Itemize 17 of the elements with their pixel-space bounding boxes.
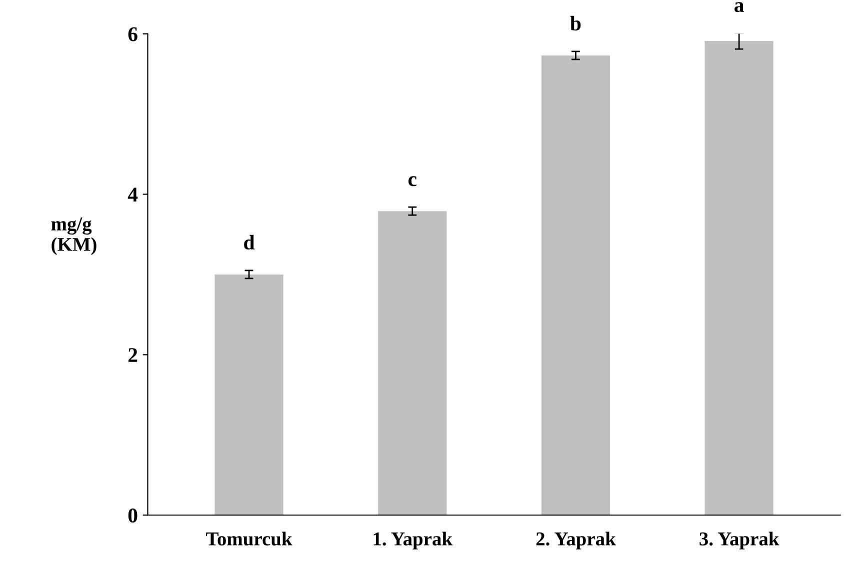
text: b [570, 16, 581, 31]
annotation: c [408, 176, 416, 186]
y-axis-title: mg/g (KM) [51, 218, 96, 255]
x-tick-label: 2. Yaprak [536, 532, 616, 550]
annotation: d [244, 234, 255, 250]
y-tick-label: 4 [128, 188, 138, 202]
bar [704, 41, 774, 516]
bar [378, 211, 447, 516]
x-tick-label: 1. Yaprak [374, 532, 452, 550]
x-tick-label: 3. Yaprak [700, 532, 780, 550]
y-tick-label: 2 [128, 348, 138, 362]
x-tick-label: Tomurcuk [206, 532, 292, 546]
bar [541, 55, 610, 516]
y-tick-label: 6 [128, 27, 138, 42]
bar [214, 274, 284, 516]
y-tick-label: 0 [128, 508, 138, 523]
text: a [734, 2, 744, 12]
